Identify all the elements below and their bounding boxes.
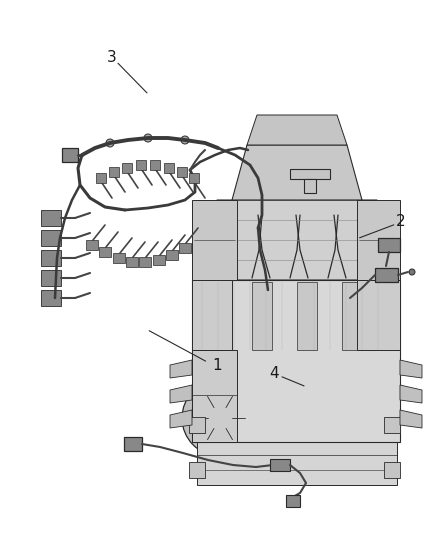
- Circle shape: [294, 171, 302, 179]
- Polygon shape: [153, 255, 165, 265]
- Polygon shape: [86, 240, 98, 250]
- Polygon shape: [41, 290, 61, 306]
- Polygon shape: [122, 163, 132, 173]
- Polygon shape: [400, 410, 422, 428]
- Polygon shape: [126, 257, 138, 267]
- Polygon shape: [164, 163, 174, 173]
- Circle shape: [208, 406, 232, 430]
- Polygon shape: [96, 173, 106, 183]
- Polygon shape: [136, 160, 146, 170]
- Circle shape: [106, 139, 114, 147]
- Polygon shape: [384, 462, 400, 478]
- Polygon shape: [99, 247, 111, 257]
- Circle shape: [319, 171, 327, 179]
- Polygon shape: [342, 282, 362, 350]
- Circle shape: [182, 380, 258, 456]
- Circle shape: [409, 269, 415, 275]
- Polygon shape: [400, 385, 422, 403]
- Circle shape: [218, 316, 226, 324]
- Polygon shape: [189, 462, 205, 478]
- Polygon shape: [113, 253, 125, 263]
- Polygon shape: [378, 238, 400, 252]
- Polygon shape: [150, 160, 160, 170]
- Circle shape: [198, 336, 206, 344]
- Circle shape: [195, 393, 245, 443]
- Polygon shape: [400, 360, 422, 378]
- Polygon shape: [290, 169, 330, 179]
- Polygon shape: [286, 495, 300, 507]
- Polygon shape: [166, 250, 178, 260]
- Polygon shape: [41, 210, 61, 226]
- Circle shape: [383, 286, 391, 294]
- Polygon shape: [192, 350, 237, 442]
- Circle shape: [363, 286, 371, 294]
- Circle shape: [218, 336, 226, 344]
- Circle shape: [383, 336, 391, 344]
- Circle shape: [363, 316, 371, 324]
- Polygon shape: [179, 243, 191, 253]
- Polygon shape: [357, 200, 400, 280]
- Polygon shape: [124, 437, 142, 451]
- Polygon shape: [202, 200, 392, 280]
- Text: 3: 3: [107, 50, 117, 65]
- Circle shape: [383, 316, 391, 324]
- Circle shape: [198, 316, 206, 324]
- Circle shape: [388, 421, 396, 429]
- Circle shape: [216, 414, 224, 422]
- Polygon shape: [197, 440, 397, 485]
- Polygon shape: [177, 167, 187, 177]
- Polygon shape: [270, 459, 290, 471]
- Polygon shape: [207, 282, 227, 350]
- Polygon shape: [192, 280, 400, 442]
- Polygon shape: [252, 282, 272, 350]
- Circle shape: [218, 286, 226, 294]
- Polygon shape: [189, 173, 199, 183]
- Polygon shape: [192, 280, 232, 350]
- Circle shape: [65, 150, 75, 160]
- Polygon shape: [41, 250, 61, 266]
- Text: 2: 2: [396, 214, 406, 229]
- Polygon shape: [232, 145, 362, 200]
- Circle shape: [181, 136, 189, 144]
- Polygon shape: [375, 268, 398, 282]
- Polygon shape: [304, 179, 316, 193]
- Polygon shape: [139, 257, 151, 267]
- Text: 4: 4: [269, 366, 279, 381]
- Polygon shape: [170, 360, 192, 378]
- Circle shape: [193, 466, 201, 474]
- Circle shape: [193, 421, 201, 429]
- Polygon shape: [247, 115, 347, 145]
- Circle shape: [198, 286, 206, 294]
- Polygon shape: [41, 270, 61, 286]
- Circle shape: [388, 466, 396, 474]
- Polygon shape: [357, 280, 400, 350]
- Polygon shape: [41, 230, 61, 246]
- Polygon shape: [62, 148, 78, 162]
- Polygon shape: [170, 385, 192, 403]
- Circle shape: [144, 134, 152, 142]
- Polygon shape: [384, 417, 400, 433]
- Circle shape: [363, 336, 371, 344]
- Text: 1: 1: [212, 358, 222, 373]
- Polygon shape: [109, 167, 119, 177]
- Polygon shape: [189, 417, 205, 433]
- Polygon shape: [170, 410, 192, 428]
- Polygon shape: [192, 200, 237, 280]
- Polygon shape: [297, 282, 317, 350]
